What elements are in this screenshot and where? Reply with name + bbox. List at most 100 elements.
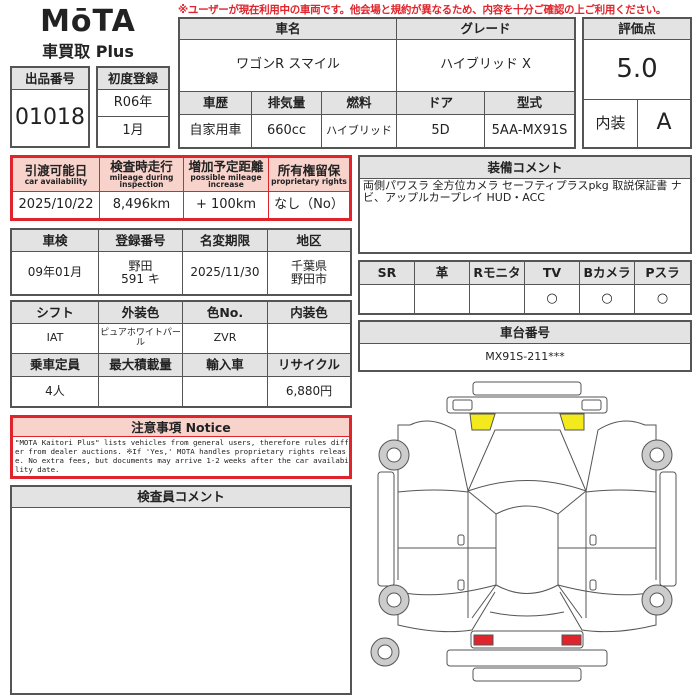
handle <box>457 534 465 546</box>
option-power-slide-label: Pスラ <box>635 262 690 285</box>
shift-value: IAT <box>12 324 99 354</box>
option-power-slide-value: ○ <box>656 290 669 306</box>
car-name: ワゴンR スマイル <box>180 40 397 92</box>
car-name-label: 車名 <box>180 19 397 40</box>
interior-color-value <box>268 324 350 354</box>
notice-box: 注意事項 Notice "MOTA Kaitori Plus" lists ve… <box>10 415 352 479</box>
displacement-value: 660cc <box>252 115 322 147</box>
headlight-left <box>452 399 473 411</box>
side-step-left <box>377 471 395 587</box>
handle <box>589 534 597 546</box>
max-load-label: 最大積載量 <box>99 354 183 377</box>
notice-banner: ※ユーザーが現在利用中の車両です。他会場と規約が異なるため、内容を十分ご確認の上… <box>178 4 667 16</box>
pillars <box>467 490 587 619</box>
side-step-right <box>659 471 677 587</box>
district-label: 地区 <box>268 230 350 252</box>
recycle-value: 6,880円 <box>285 383 333 398</box>
grade: ハイブリッド X <box>397 40 574 92</box>
mileage-header: 検査時走行 mileage during inspection <box>100 158 184 192</box>
rear-bumper <box>446 649 608 667</box>
imported-label: 輸入車 <box>183 354 268 377</box>
score-label: 評価点 <box>584 19 690 40</box>
interior-color-label: 内装色 <box>268 302 350 324</box>
score-value: 5.0 <box>584 40 690 100</box>
notice-title: 注意事項 Notice <box>13 418 349 437</box>
option-leather-label: 革 <box>415 262 470 285</box>
option-sr-label: SR <box>360 262 415 285</box>
interior-label: 内装 <box>584 100 638 147</box>
headlight-right <box>581 399 602 411</box>
availability-date: 2025/10/22 <box>13 192 100 218</box>
car-info-table: 車名 グレード ワゴンR スマイル ハイブリッド X 車歴 排気量 燃料 ドア … <box>178 17 576 149</box>
inspection-label: 車検 <box>12 230 99 252</box>
shift-label: シフト <box>12 302 99 324</box>
rear-bumper-outer <box>472 667 582 682</box>
handle <box>589 579 597 591</box>
roof <box>495 505 559 594</box>
chassis-label: 車台番号 <box>360 322 690 344</box>
first-reg-year: R06年 <box>98 90 168 117</box>
door-value: 5D <box>397 115 485 147</box>
wheels <box>370 439 673 667</box>
car-damage-diagram <box>370 381 677 682</box>
damage-rear-right <box>561 634 582 646</box>
model-label: 型式 <box>485 92 574 115</box>
equipment-text: 両側パワスラ 全方位カメラ セーフティプラスpkg 取説保証書 ナビ、アップルカ… <box>363 179 682 204</box>
damage-front-left <box>469 413 496 431</box>
fuel-label: 燃料 <box>322 92 397 115</box>
history-value: 自家用車 <box>180 115 252 147</box>
damage-front-right <box>559 413 585 431</box>
body-right <box>559 420 657 633</box>
plate-label: 登録番号 <box>99 230 183 252</box>
notice-text: "MOTA Kaitori Plus" lists vehicles from … <box>15 438 349 474</box>
listing-value: 01018 <box>15 104 85 130</box>
chassis-value: MX91S-211*** <box>485 349 565 363</box>
proprietary-rights-value: なし（No） <box>274 196 344 212</box>
inspector-comment-label: 検査員コメント <box>12 487 350 508</box>
model-value: 5AA-MX91S <box>491 122 568 138</box>
plate-value: 野田 591 キ <box>99 252 183 294</box>
body-left <box>397 420 496 633</box>
availability-header: 引渡可能日 car availability <box>13 158 100 192</box>
first-reg-label: 初度登録 <box>98 68 168 90</box>
option-back-camera-label: Bカメラ <box>580 262 635 285</box>
inspector-comment-box: 検査員コメント <box>10 485 352 695</box>
equipment-comment-box: 装備コメント 両側パワスラ 全方位カメラ セーフティプラスpkg 取説保証書 ナ… <box>358 155 692 254</box>
rear-panel <box>470 630 584 649</box>
registration-table: 車検 登録番号 名変期限 地区 09年01月 野田 591 キ 2025/11/… <box>10 228 352 296</box>
history-label: 車歴 <box>180 92 252 115</box>
exterior-color-label: 外装色 <box>99 302 183 324</box>
score-box: 評価点 5.0 内装 A <box>582 17 692 149</box>
color-no-label: 色No. <box>183 302 268 324</box>
option-rear-monitor-value <box>470 285 525 313</box>
mileage-value: 8,496km <box>100 192 184 218</box>
option-tv-value: ○ <box>525 285 580 313</box>
displacement-label: 排気量 <box>252 92 322 115</box>
front-bumper <box>446 396 608 414</box>
logo-sub: 車買取 Plus <box>42 42 134 61</box>
capacity-value: 4人 <box>12 377 99 406</box>
grade-label: グレード <box>397 19 574 40</box>
fuel-value: ハイブリッド <box>322 115 397 147</box>
listing-label: 出品番号 <box>12 68 88 90</box>
damage-rear-left <box>473 634 494 646</box>
logo-brand: MōTA <box>40 4 136 39</box>
mileage-increase-header: 増加予定距離 possible mileage increase <box>184 158 269 192</box>
listing-number-box: 出品番号 01018 <box>10 66 90 148</box>
capacity-label: 乗車定員 <box>12 354 99 377</box>
imported-value <box>183 377 268 406</box>
equipment-label: 装備コメント <box>360 157 690 179</box>
interior-grade: A <box>656 110 672 136</box>
doors <box>397 489 657 618</box>
name-change-label: 名変期限 <box>183 230 268 252</box>
option-leather-value <box>415 285 470 313</box>
handle <box>457 579 465 591</box>
recycle-label: リサイクル <box>268 354 350 377</box>
option-rear-monitor-label: Rモニタ <box>470 262 525 285</box>
name-change-value: 2025/11/30 <box>183 252 268 294</box>
hood <box>467 429 587 492</box>
proprietary-rights-header: 所有権留保 proprietary rights <box>269 158 349 192</box>
options-table: SR 革 Rモニタ TV Bカメラ Pスラ ○ ○ ○ <box>358 260 692 315</box>
option-back-camera-value: ○ <box>580 285 635 313</box>
option-sr-value <box>360 285 415 313</box>
